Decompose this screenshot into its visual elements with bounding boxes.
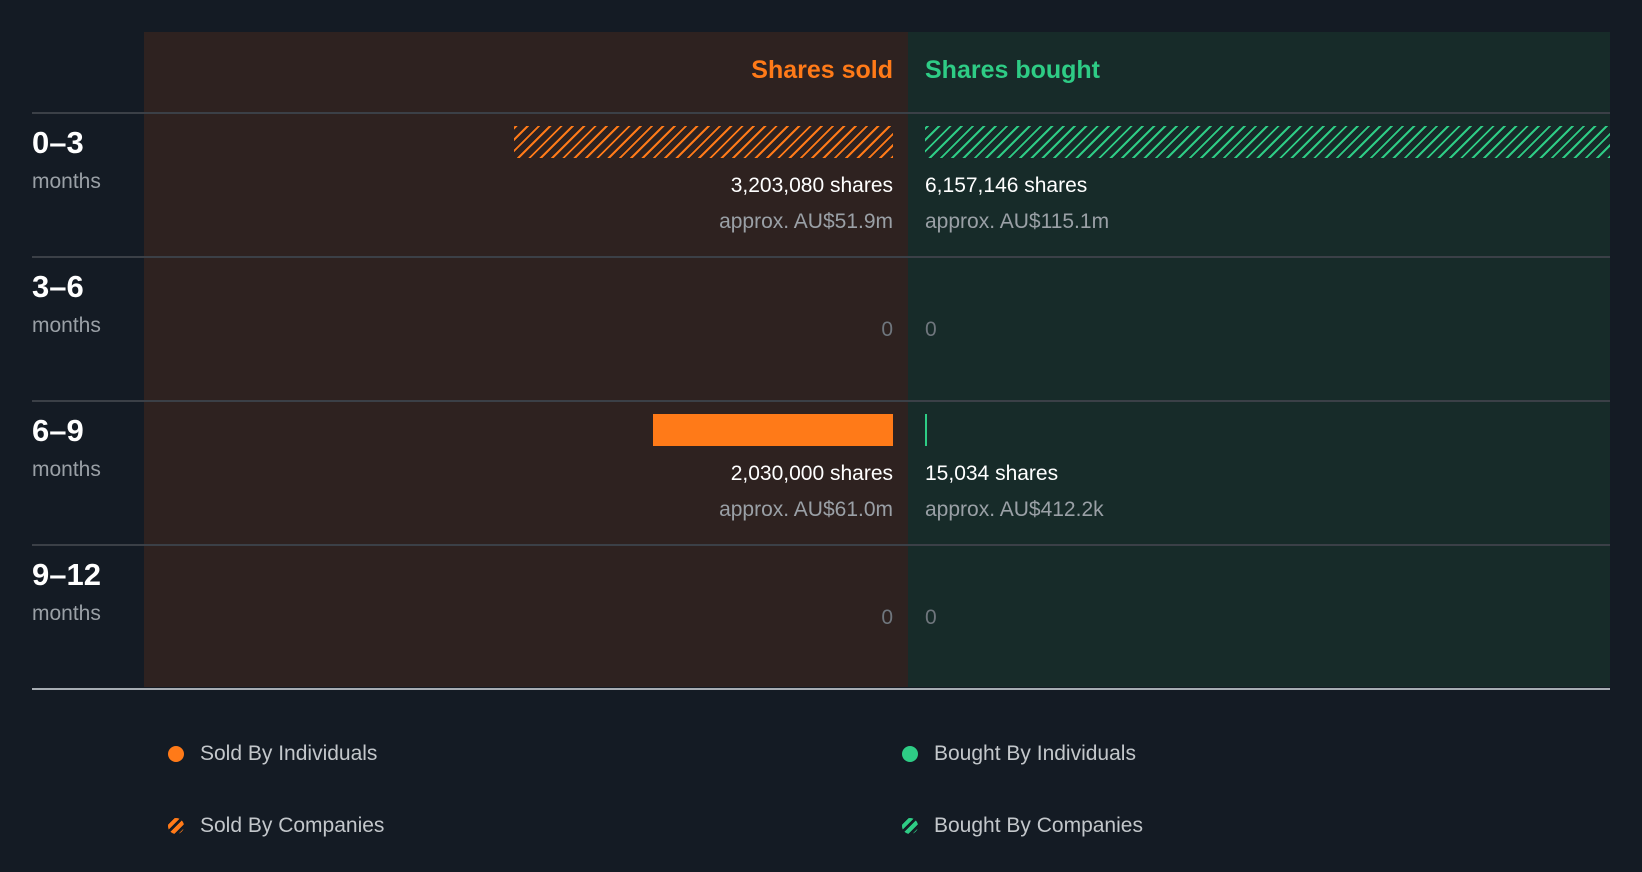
bought-bar [925,414,927,446]
period-unit-label: months [32,602,101,625]
row-divider [32,544,1610,546]
legend-item[interactable]: Sold By Individuals [168,739,377,769]
period-row: 9–12 months 0 0 [0,544,1642,688]
bought-shares-label: 6,157,146 shares [925,174,1088,197]
legend-item[interactable]: Sold By Companies [168,811,384,841]
sold-zero-label: 0 [881,606,893,629]
period-unit-label: months [32,314,101,337]
row-divider [32,256,1610,258]
legend-swatch-icon [168,818,184,834]
legend-label: Bought By Companies [934,814,1143,837]
legend-label: Sold By Individuals [200,742,378,765]
row-divider [32,400,1610,402]
period-unit-label: months [32,170,101,193]
period-row: 0–3 months 3,203,080 shares approx. AU$51.9… [0,112,1642,256]
period-range-label: 0–3 [32,125,84,160]
bought-value-label: approx. AU$115.1m [925,210,1110,233]
sold-bar [514,126,893,158]
legend-swatch-icon [902,746,918,762]
legend-swatch-icon [902,818,918,834]
bought-value-label: approx. AU$412.2k [925,498,1104,521]
legend-swatch-icon [168,746,184,762]
period-range-label: 3–6 [32,269,84,304]
sold-value-label: approx. AU$61.0m [719,498,893,521]
bought-zero-label: 0 [925,606,937,629]
period-row: 6–9 months 2,030,000 shares approx. AU$61.0… [0,400,1642,544]
shares-sold-header: Shares sold [751,56,893,84]
sold-bar [653,414,893,446]
chart-baseline [32,688,1610,690]
legend-label: Bought By Individuals [934,742,1136,765]
period-range-label: 6–9 [32,413,84,448]
bought-bar [925,126,1610,158]
sold-shares-label: 3,203,080 shares [730,174,893,197]
shares-bought-header: Shares bought [925,56,1101,84]
sold-zero-label: 0 [881,318,893,341]
legend-label: Sold By Companies [200,814,385,837]
sold-shares-label: 2,030,000 shares [730,462,893,485]
legend-item[interactable]: Bought By Companies [902,811,1143,841]
period-unit-label: months [32,458,101,481]
period-row: 3–6 months 0 0 [0,256,1642,400]
bought-zero-label: 0 [925,318,937,341]
sold-value-label: approx. AU$51.9m [719,210,893,233]
legend-item[interactable]: Bought By Individuals [902,739,1136,769]
period-range-label: 9–12 [32,557,101,592]
row-divider [32,112,1610,114]
bought-shares-label: 15,034 shares [925,462,1059,485]
